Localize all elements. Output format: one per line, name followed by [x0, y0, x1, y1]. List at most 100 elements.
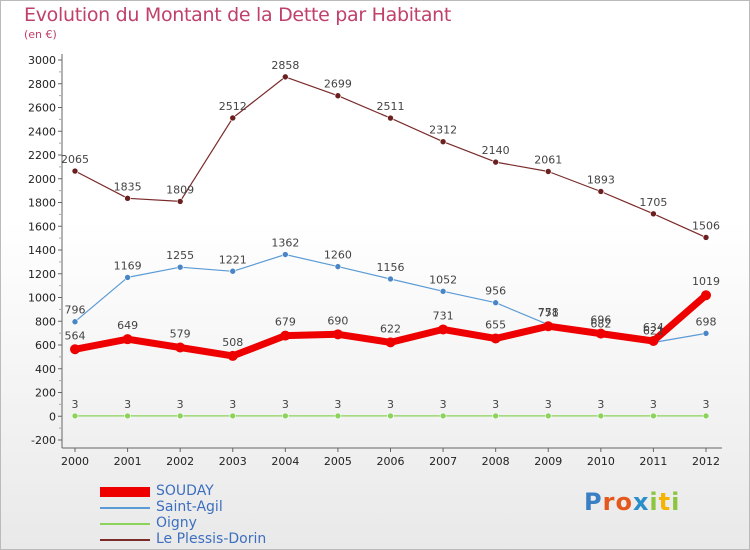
logo-letter: i: [649, 488, 659, 516]
data-label-souday: 564: [65, 329, 86, 342]
data-point-souday: [648, 335, 659, 346]
data-label-souday: 696: [590, 314, 611, 327]
data-label-le-plessis-dorin: 1506: [692, 219, 720, 232]
data-label-oigny: 3: [650, 398, 657, 411]
legend-swatch: [100, 487, 150, 497]
data-point-le-plessis-dorin: [124, 195, 131, 202]
y-tick-label: 0: [49, 410, 56, 423]
data-label-souday: 655: [485, 318, 506, 331]
data-label-souday: 731: [433, 309, 454, 322]
y-tick-label: 2200: [28, 149, 56, 162]
data-label-souday: 679: [275, 316, 296, 329]
data-label-oigny: 3: [597, 398, 604, 411]
y-tick-label: 2000: [28, 173, 56, 186]
data-label-le-plessis-dorin: 2065: [61, 153, 89, 166]
x-tick-label: 2005: [324, 455, 352, 468]
data-point-souday: [227, 350, 238, 361]
data-label-oigny: 3: [177, 398, 184, 411]
x-tick-label: 2001: [114, 455, 142, 468]
data-point-le-plessis-dorin: [334, 92, 342, 100]
data-point-oigny: [702, 412, 710, 420]
data-point-le-plessis-dorin: [492, 158, 499, 166]
x-tick-label: 2006: [377, 455, 405, 468]
data-label-saint-agil: 1169: [114, 259, 142, 272]
data-label-saint-agil: 1255: [166, 249, 194, 262]
data-label-souday: 1019: [692, 275, 720, 288]
data-point-le-plessis-dorin: [544, 168, 552, 175]
data-point-saint-agil: [492, 299, 499, 307]
data-point-le-plessis-dorin: [282, 73, 289, 81]
data-point-oigny: [229, 412, 237, 420]
data-label-le-plessis-dorin: 1809: [166, 183, 194, 196]
x-tick-label: 2002: [166, 455, 194, 468]
data-point-souday: [595, 328, 606, 339]
data-label-le-plessis-dorin: 2512: [219, 100, 247, 113]
y-tick-label: 1400: [28, 244, 56, 257]
data-point-oigny: [544, 412, 552, 420]
data-label-le-plessis-dorin: 2699: [324, 78, 352, 91]
y-tick-label: 2600: [28, 102, 56, 115]
y-tick-label: 1200: [28, 268, 56, 281]
data-point-le-plessis-dorin: [229, 114, 237, 122]
data-point-oigny: [597, 412, 605, 420]
y-tick-label: 200: [35, 387, 56, 400]
data-label-saint-agil: 771: [538, 307, 559, 320]
data-label-le-plessis-dorin: 1705: [639, 196, 667, 209]
legend-swatch: [100, 507, 150, 509]
x-tick-label: 2000: [61, 455, 89, 468]
data-label-souday: 690: [327, 314, 348, 327]
data-point-oigny: [282, 412, 289, 420]
data-label-le-plessis-dorin: 2511: [377, 100, 405, 113]
data-label-le-plessis-dorin: 1835: [114, 180, 142, 193]
data-point-souday: [70, 344, 80, 355]
data-point-souday: [543, 321, 554, 332]
data-label-saint-agil: 682: [590, 317, 611, 330]
data-point-saint-agil: [71, 318, 79, 326]
data-point-souday: [701, 290, 711, 301]
data-point-souday: [280, 330, 291, 341]
data-point-souday: [385, 337, 396, 348]
y-tick-label: 2800: [28, 78, 56, 91]
data-label-saint-agil: 1221: [219, 253, 247, 266]
logo-letter: o: [615, 488, 633, 516]
data-label-souday: 649: [117, 319, 138, 332]
data-point-saint-agil: [387, 275, 394, 283]
x-tick-label: 2012: [692, 455, 720, 468]
legend-swatch: [100, 523, 150, 525]
data-point-saint-agil: [334, 263, 342, 270]
data-label-oigny: 3: [72, 398, 79, 411]
data-label-oigny: 3: [703, 398, 710, 411]
data-point-le-plessis-dorin: [650, 210, 657, 218]
data-label-oigny: 3: [124, 398, 131, 411]
data-label-saint-agil: 1052: [429, 273, 457, 286]
data-point-saint-agil: [702, 330, 710, 337]
x-tick-label: 2008: [482, 455, 510, 468]
data-label-souday: 579: [170, 327, 191, 340]
data-point-oigny: [492, 412, 499, 420]
legend-label: Le Plessis-Dorin: [156, 531, 267, 547]
data-label-le-plessis-dorin: 2140: [482, 144, 510, 157]
data-point-saint-agil: [282, 251, 289, 258]
data-label-oigny: 3: [492, 398, 499, 411]
legend-label: Oigny: [156, 515, 197, 531]
logo-letter: i: [671, 488, 681, 516]
data-label-oigny: 3: [282, 398, 289, 411]
data-label-saint-agil: 698: [696, 315, 717, 328]
data-point-souday: [332, 329, 343, 340]
data-point-souday: [490, 333, 501, 344]
data-point-le-plessis-dorin: [176, 198, 184, 205]
y-tick-label: 3000: [28, 54, 56, 67]
data-label-saint-agil: 1156: [377, 261, 405, 274]
logo-letter: t: [658, 488, 672, 516]
legend-label: Saint-Agil: [156, 499, 223, 515]
data-point-souday: [175, 342, 186, 353]
y-tick-label: 600: [35, 339, 56, 352]
logo-letter: P: [584, 488, 603, 516]
data-point-oigny: [650, 412, 657, 420]
data-label-souday: 622: [380, 322, 401, 335]
logo-letter: r: [602, 488, 616, 516]
data-point-saint-agil: [124, 274, 131, 281]
data-label-saint-agil: 1362: [271, 237, 299, 250]
data-label-le-plessis-dorin: 2061: [534, 154, 562, 167]
data-point-le-plessis-dorin: [597, 188, 605, 195]
